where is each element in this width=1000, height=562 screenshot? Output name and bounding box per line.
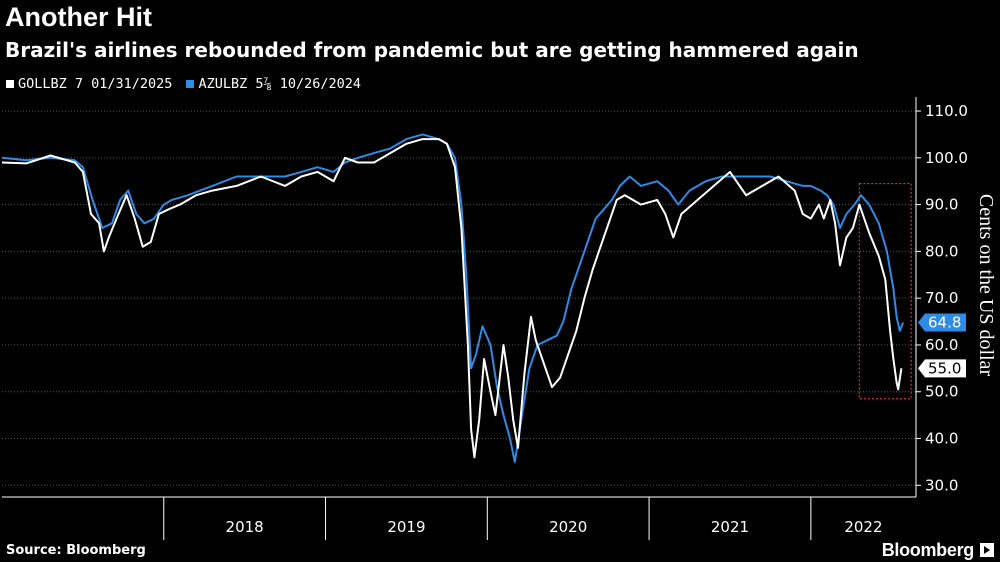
y-tick-label-50.0: 50.0 <box>925 383 958 401</box>
legend-label-gol: GOLLBZ 7 01/31/2025 <box>18 76 173 92</box>
x-tick-label-2019: 2019 <box>387 518 425 536</box>
last-value-callouts: 55.0 64.8 <box>918 313 966 378</box>
y-tick-label-80.0: 80.0 <box>925 242 958 260</box>
callout-box-azul <box>918 313 966 332</box>
brand-logo: Bloomberg <box>881 540 975 560</box>
x-tick-label-2018: 2018 <box>226 518 264 536</box>
callout-value-gol: 55.0 <box>928 359 961 377</box>
y-tick-label-60.0: 60.0 <box>925 336 958 354</box>
chart-subtitle: Brazil's airlines rebounded from pandemi… <box>5 38 859 62</box>
y-tick-label-90.0: 90.0 <box>925 196 958 214</box>
y-tick-label-100.0: 100.0 <box>925 149 968 167</box>
y-tick-label-70.0: 70.0 <box>925 289 958 307</box>
x-tick-label-2021: 2021 <box>711 518 749 536</box>
y-axis-title: Cents on the US dollar <box>975 194 997 377</box>
series-lines <box>1 133 905 463</box>
legend-swatch-azul <box>186 80 195 88</box>
brand-play-icon <box>980 543 994 557</box>
axes <box>2 97 917 540</box>
callout-box-gol <box>918 359 966 378</box>
y-tick-labels: 110.0 100.0 90.0 80.0 70.0 60.0 50.0 40.0 30.0 <box>925 102 968 494</box>
legend-item-azul: AZULBZ 5⅞ 10/26/2024 <box>186 76 361 92</box>
highlight-box <box>858 182 912 400</box>
highlight-box-layer <box>858 182 912 400</box>
x-tick-label-2020: 2020 <box>549 518 587 536</box>
y-tick-label-110.0: 110.0 <box>925 102 968 120</box>
y-tick-label-30.0: 30.0 <box>925 476 958 494</box>
legend-swatch-gol <box>6 80 14 88</box>
legend-item-gol: GOLLBZ 7 01/31/2025 <box>6 76 172 92</box>
gridlines <box>2 110 921 486</box>
callout-value-azul: 64.8 <box>928 313 961 331</box>
source-note: Source: Bloomberg <box>6 543 146 558</box>
legend: GOLLBZ 7 01/31/2025 AZULBZ 5⅞ 10/26/2024 <box>6 76 361 92</box>
x-tick-labels: 2018 2019 2020 2021 2022 <box>226 518 883 536</box>
series-line-azul <box>1 133 905 463</box>
series-line-gol <box>1 138 903 459</box>
chart-title: Another Hit <box>5 2 152 32</box>
y-tick-label-40.0: 40.0 <box>925 430 958 448</box>
x-tick-label-2022: 2022 <box>844 518 882 536</box>
legend-label-azul: AZULBZ 5⅞ 10/26/2024 <box>198 76 361 92</box>
